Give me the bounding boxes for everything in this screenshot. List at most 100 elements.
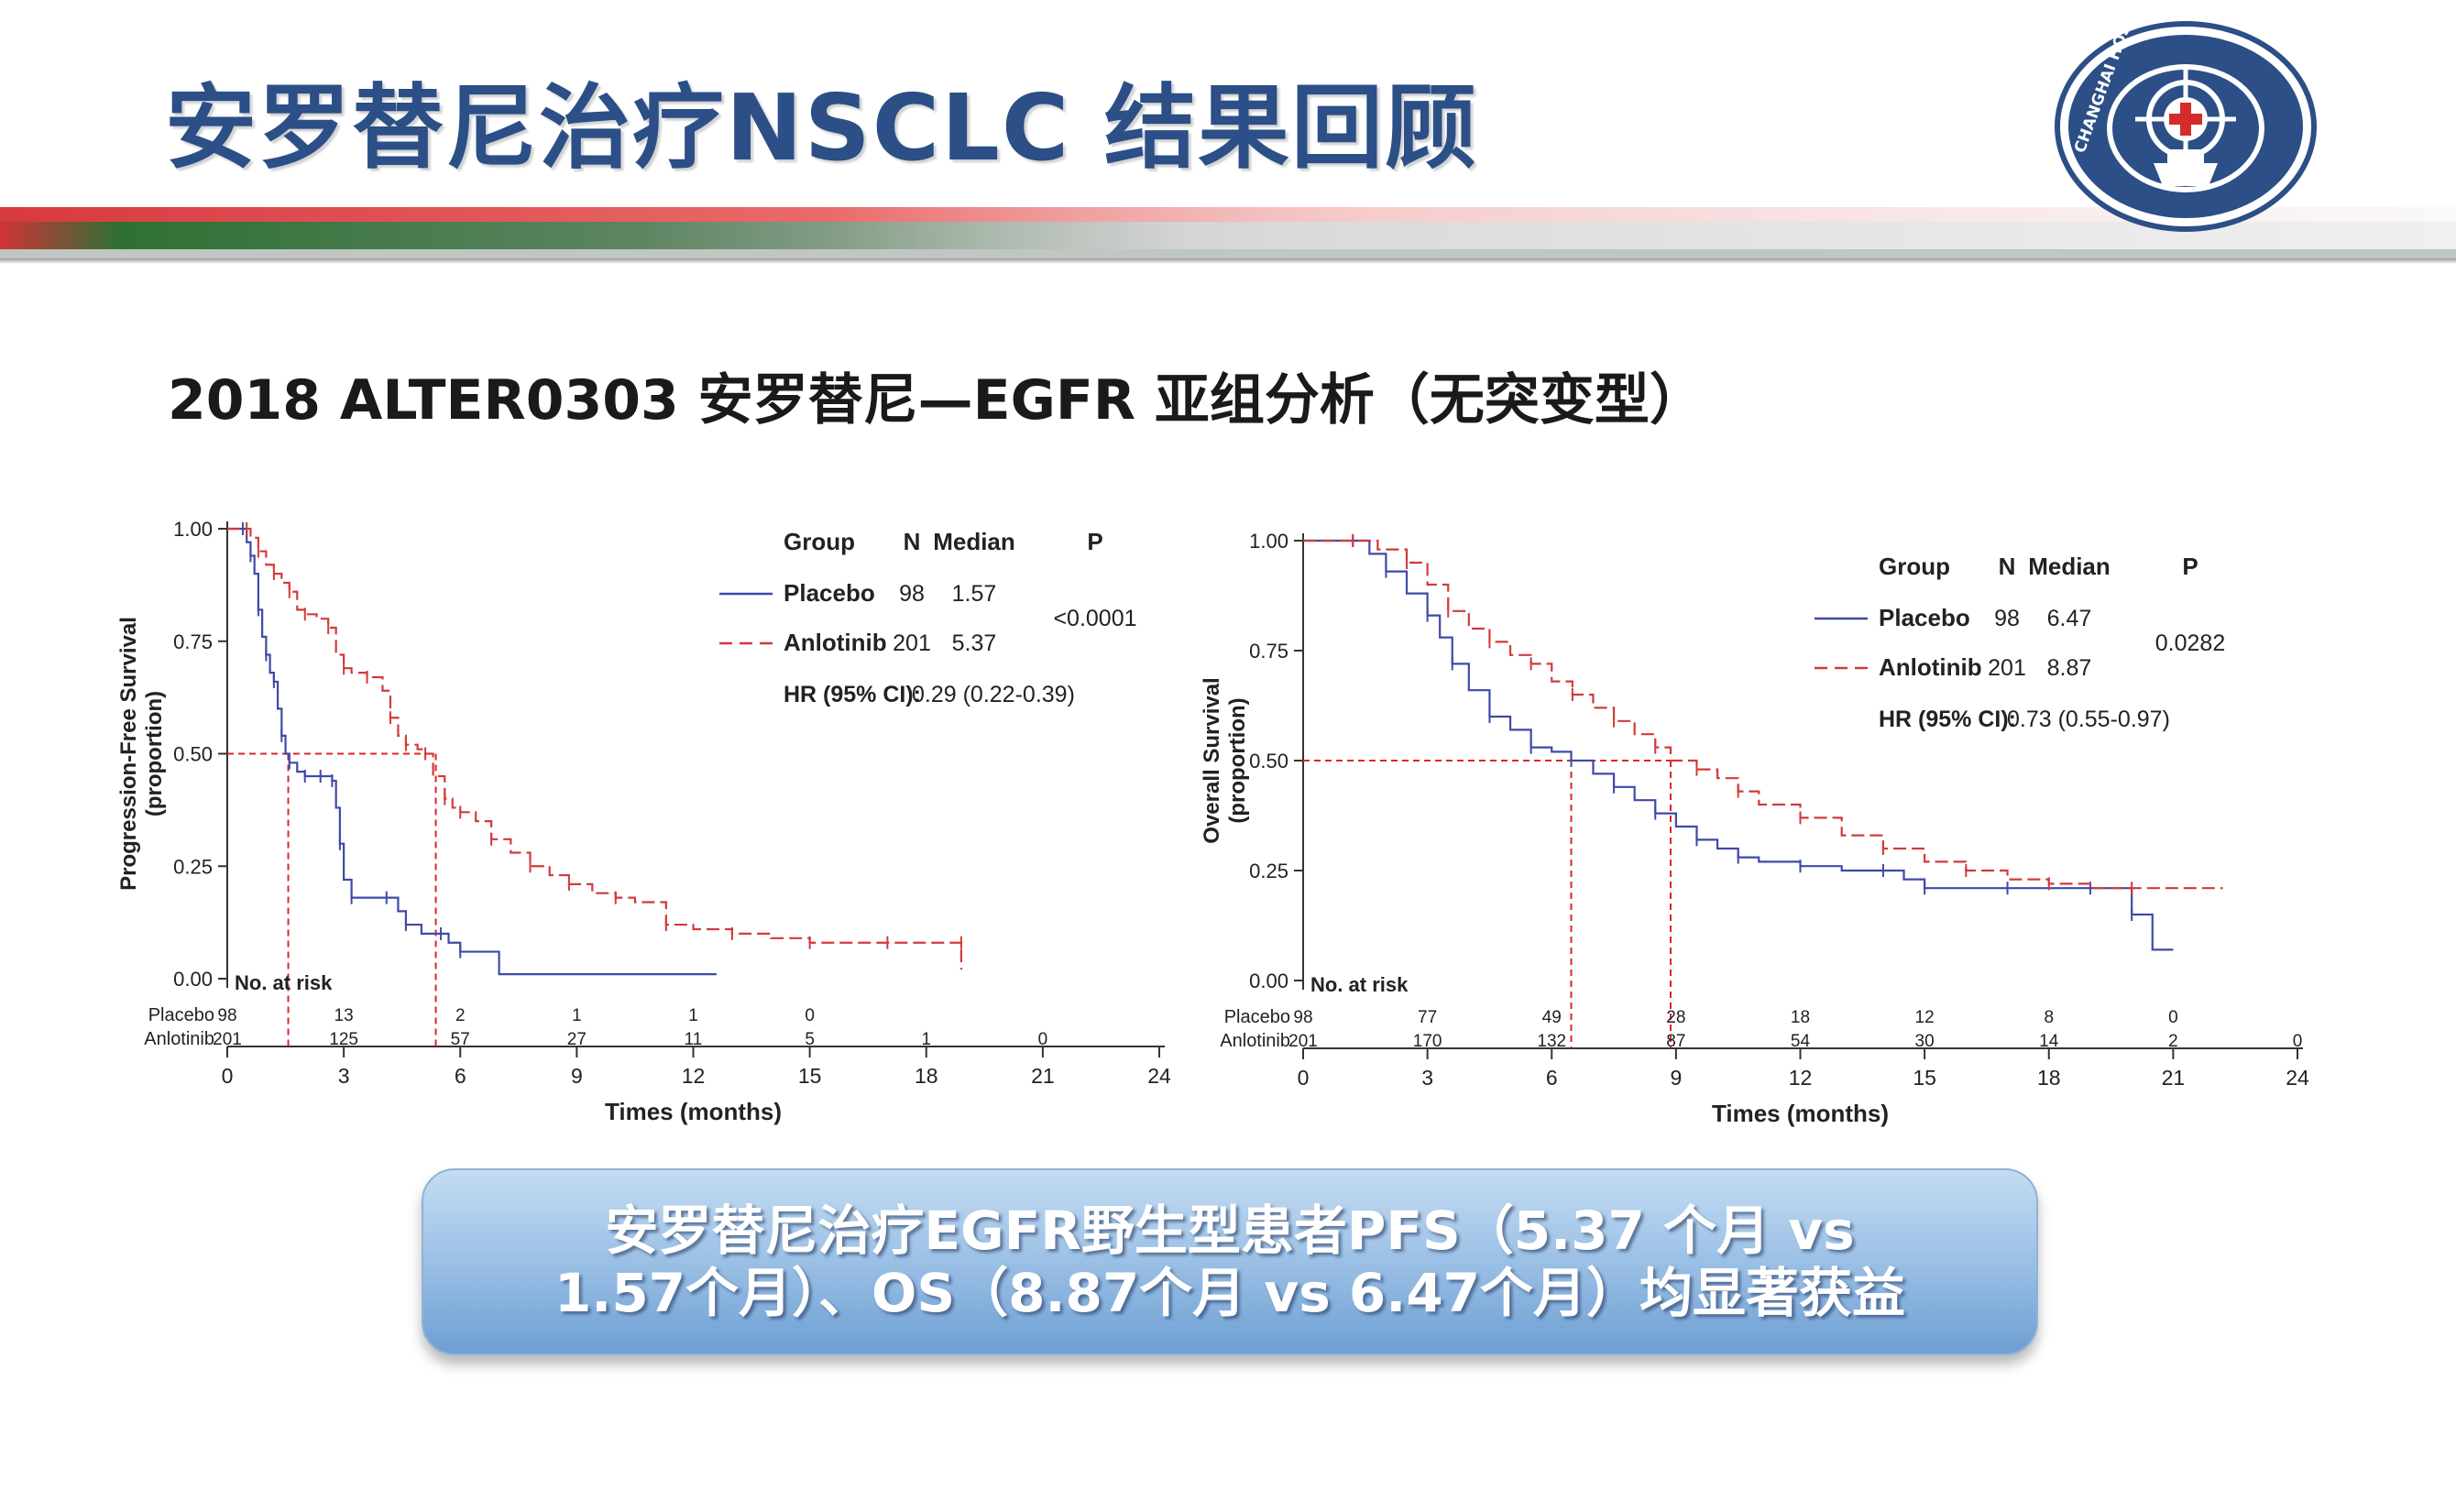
risk-count: 28 xyxy=(1666,1008,1685,1027)
legend-header: Group xyxy=(1879,553,1950,580)
risk-count: 12 xyxy=(1915,1008,1935,1027)
legend-median: 5.37 xyxy=(952,630,997,656)
legend-header: P xyxy=(2182,553,2198,580)
risk-count: 201 xyxy=(1288,1032,1318,1051)
x-tick-label: 3 xyxy=(338,1064,350,1088)
x-tick-label: 21 xyxy=(1031,1064,1055,1088)
legend-group-name: Anlotinib xyxy=(1879,653,1982,681)
risk-count: 0 xyxy=(2168,1008,2178,1027)
y-tick-label: 0.75 xyxy=(173,630,213,653)
y-tick-label: 0.00 xyxy=(173,968,213,991)
y-tick-label: 1.00 xyxy=(1249,530,1288,553)
risk-count: 77 xyxy=(1418,1008,1437,1027)
x-tick-label: 15 xyxy=(1913,1066,1936,1090)
risk-count: 98 xyxy=(1293,1008,1312,1027)
legend-n: 201 xyxy=(893,630,931,656)
y-tick-label: 1.00 xyxy=(173,518,213,541)
x-tick-label: 6 xyxy=(455,1064,466,1088)
risk-table-label: No. at risk xyxy=(1310,973,1409,996)
x-tick-label: 9 xyxy=(571,1064,583,1088)
risk-count: 201 xyxy=(213,1030,242,1049)
legend-p-value: <0.0001 xyxy=(1053,606,1136,631)
conclusion-callout: 安罗替尼治疗EGFR野生型患者PFS（5.37 个月 vs 1.57个月）、OS… xyxy=(422,1168,2038,1355)
risk-count: 98 xyxy=(217,1006,236,1025)
legend-n: 98 xyxy=(899,581,925,607)
risk-count: 1 xyxy=(572,1006,582,1025)
risk-count: 49 xyxy=(1542,1008,1562,1027)
risk-count: 1 xyxy=(688,1006,698,1025)
legend-hr-value: 0.29 (0.22-0.39) xyxy=(912,682,1075,707)
risk-count: 0 xyxy=(1038,1030,1048,1049)
y-tick-label: 0.50 xyxy=(1249,750,1288,772)
legend-p-value: 0.0282 xyxy=(2155,630,2225,656)
y-tick-label: 0.25 xyxy=(1249,860,1288,882)
legend-header: P xyxy=(1087,528,1102,555)
y-axis-label: Progression-Free Survival xyxy=(116,617,141,891)
x-tick-label: 9 xyxy=(1670,1066,1682,1090)
x-tick-label: 24 xyxy=(2286,1066,2309,1090)
legend-group-name: Anlotinib xyxy=(784,629,887,656)
risk-row-name: Placebo xyxy=(1224,1007,1290,1027)
legend-n: 201 xyxy=(1988,655,2026,681)
slide-title: 安罗替尼治疗NSCLC 结果回顾 xyxy=(165,74,1479,181)
legend-header: Median xyxy=(2028,553,2111,580)
pfs-km-chart: 0.00 0.25 0.50 0.75 1.00 Progression-Free Sur… xyxy=(116,518,1171,1125)
x-tick-label: 0 xyxy=(222,1064,234,1088)
risk-count: 57 xyxy=(451,1030,470,1049)
risk-count: 0 xyxy=(805,1006,815,1025)
risk-count: 1 xyxy=(921,1030,931,1049)
callout-line-1: 安罗替尼治疗EGFR野生型患者PFS（5.37 个月 vs xyxy=(605,1200,1855,1262)
x-tick-label: 3 xyxy=(1421,1066,1433,1090)
hospital-logo: CHANGHAI HOSPITAL xyxy=(2055,16,2317,232)
legend-header: Median xyxy=(933,528,1015,555)
y-axis-label: Overall Survival xyxy=(1200,677,1224,843)
legend-n: 98 xyxy=(1994,606,2020,631)
x-tick-label: 12 xyxy=(682,1064,706,1088)
legend-hr-label: HR (95% CI): xyxy=(784,682,921,707)
risk-table-label: No. at risk xyxy=(235,971,333,994)
y-tick-label: 0.50 xyxy=(173,743,213,766)
x-tick-label: 6 xyxy=(1546,1066,1558,1090)
legend-header: N xyxy=(1999,553,2016,580)
series-placebo-line xyxy=(227,527,717,976)
legend-group-name: Placebo xyxy=(1879,604,1970,631)
risk-count: 14 xyxy=(2039,1032,2059,1051)
callout-line-2: 1.57个月）、OS（8.87个月 vs 6.47个月）均显著获益 xyxy=(554,1262,1906,1324)
risk-count: 170 xyxy=(1413,1032,1442,1051)
legend-header: Group xyxy=(784,528,855,555)
x-tick-label: 12 xyxy=(1789,1066,1813,1090)
legend-median: 1.57 xyxy=(952,581,997,607)
risk-count: 87 xyxy=(1666,1032,1685,1051)
risk-count: 27 xyxy=(567,1030,587,1049)
risk-count: 0 xyxy=(2293,1032,2303,1051)
x-axis-label: Times (months) xyxy=(1712,1100,1889,1127)
risk-count: 5 xyxy=(805,1030,815,1049)
x-tick-label: 0 xyxy=(1298,1066,1310,1090)
risk-count: 11 xyxy=(685,1030,703,1049)
logo-cross-horizontal xyxy=(2169,114,2202,125)
x-tick-label: 18 xyxy=(2037,1066,2061,1090)
x-tick-label: 24 xyxy=(1147,1064,1171,1088)
series-placebo-line xyxy=(1303,539,2174,951)
risk-count: 54 xyxy=(1791,1032,1811,1051)
risk-count: 18 xyxy=(1791,1008,1810,1027)
legend-header: N xyxy=(904,528,921,555)
x-tick-label: 21 xyxy=(2162,1066,2186,1090)
risk-count: 125 xyxy=(329,1030,358,1049)
risk-row-name: Anlotinib xyxy=(144,1029,214,1049)
legend-group-name: Placebo xyxy=(784,579,875,607)
legend-hr-value: 0.73 (0.55-0.97) xyxy=(2007,707,2170,732)
x-axis-label: Times (months) xyxy=(605,1098,782,1125)
y-tick-label: 0.75 xyxy=(1249,640,1288,663)
x-tick-label: 18 xyxy=(915,1064,938,1088)
legend-median: 8.87 xyxy=(2047,655,2092,681)
y-tick-label: 0.25 xyxy=(173,855,213,878)
risk-count: 2 xyxy=(455,1006,466,1025)
risk-count: 30 xyxy=(1915,1032,1935,1051)
header-bar-bottom-stripe xyxy=(0,249,2456,258)
os-km-chart: 0.00 0.25 0.50 0.75 1.00 Overall Survival (pro… xyxy=(1200,530,2309,1127)
y-tick-label: 0.00 xyxy=(1249,970,1288,992)
risk-count: 13 xyxy=(334,1006,354,1025)
x-tick-label: 15 xyxy=(798,1064,822,1088)
risk-count: 8 xyxy=(2044,1008,2054,1027)
